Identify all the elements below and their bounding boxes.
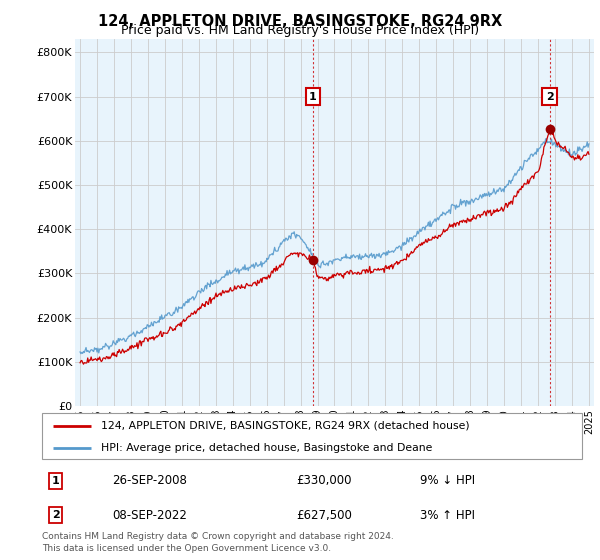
- Text: 1: 1: [52, 476, 59, 486]
- Text: 2: 2: [52, 510, 59, 520]
- Text: 3% ↑ HPI: 3% ↑ HPI: [420, 508, 475, 521]
- Text: £330,000: £330,000: [296, 474, 352, 487]
- Text: 1: 1: [309, 92, 317, 102]
- Text: 2: 2: [545, 92, 553, 102]
- FancyBboxPatch shape: [42, 413, 582, 459]
- Text: 124, APPLETON DRIVE, BASINGSTOKE, RG24 9RX (detached house): 124, APPLETON DRIVE, BASINGSTOKE, RG24 9…: [101, 421, 470, 431]
- Text: 9% ↓ HPI: 9% ↓ HPI: [420, 474, 475, 487]
- Text: Price paid vs. HM Land Registry's House Price Index (HPI): Price paid vs. HM Land Registry's House …: [121, 24, 479, 37]
- Text: 26-SEP-2008: 26-SEP-2008: [112, 474, 187, 487]
- Text: 124, APPLETON DRIVE, BASINGSTOKE, RG24 9RX: 124, APPLETON DRIVE, BASINGSTOKE, RG24 9…: [98, 14, 502, 29]
- Text: HPI: Average price, detached house, Basingstoke and Deane: HPI: Average price, detached house, Basi…: [101, 443, 433, 452]
- Text: £627,500: £627,500: [296, 508, 352, 521]
- Text: Contains HM Land Registry data © Crown copyright and database right 2024.
This d: Contains HM Land Registry data © Crown c…: [42, 532, 394, 553]
- Text: 08-SEP-2022: 08-SEP-2022: [112, 508, 187, 521]
